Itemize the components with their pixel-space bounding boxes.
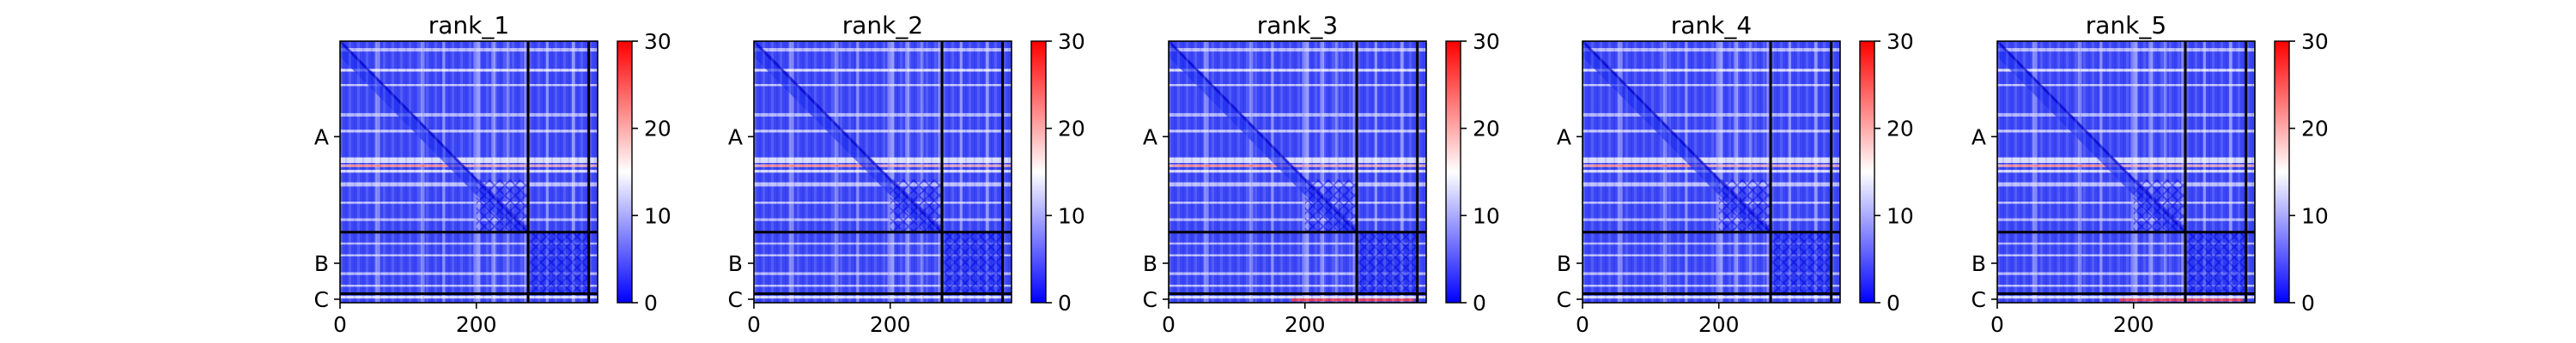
y-tick-label: A xyxy=(1557,124,1571,149)
heatmap-matrix xyxy=(1169,41,1426,303)
panel-title: rank_1 xyxy=(428,11,509,39)
plot-frame xyxy=(1168,40,1427,304)
panel-title: rank_3 xyxy=(1257,11,1338,39)
y-tick-label: B xyxy=(1557,251,1571,276)
panel-title: rank_2 xyxy=(842,11,923,39)
y-tick-label: B xyxy=(314,251,329,276)
y-tick-label: A xyxy=(1971,124,1986,149)
heatmap-matrix xyxy=(1583,41,1840,303)
y-tick-label: B xyxy=(728,251,743,276)
colorbar: 0 10 20 30 xyxy=(1030,29,1085,316)
y-tick-label: C xyxy=(728,287,743,312)
x-tick-label: 0 xyxy=(1162,312,1176,337)
x-tick-label: 200 xyxy=(870,312,911,337)
heatmap-matrix xyxy=(1997,41,2255,303)
colorbar-tick-label: 0 xyxy=(1058,291,1072,316)
plot-frame xyxy=(753,40,1012,304)
colorbar-tick-label: 20 xyxy=(1473,117,1500,141)
y-tick-label: B xyxy=(1143,251,1157,276)
x-tick-label: 0 xyxy=(747,312,761,337)
colorbar-tick-label: 20 xyxy=(1058,117,1085,141)
colorbar: 0 10 20 30 xyxy=(1445,29,1500,316)
colorbar-tick-label: 10 xyxy=(1473,203,1500,228)
colorbar-tick-label: 0 xyxy=(2301,291,2315,316)
colorbar-tick-label: 10 xyxy=(2301,203,2329,228)
colorbar-gradient xyxy=(1859,40,1875,304)
colorbar-tick-label: 10 xyxy=(1886,203,1914,228)
x-tick-label: 0 xyxy=(1576,312,1589,337)
colorbar-gradient xyxy=(2274,40,2290,304)
x-tick-label: 200 xyxy=(1285,312,1326,337)
colorbar-gradient xyxy=(1445,40,1461,304)
y-tick-label: A xyxy=(1143,124,1157,149)
colorbar-tick-label: 0 xyxy=(644,291,658,316)
y-tick-label: C xyxy=(1143,287,1157,312)
plot-frame xyxy=(1582,40,1841,304)
y-tick-label: C xyxy=(1557,287,1571,312)
colorbar-tick-label: 0 xyxy=(1473,291,1486,316)
y-tick-label: B xyxy=(1971,251,1986,276)
colorbar-tick-label: 10 xyxy=(1058,203,1085,228)
colorbar-tick-label: 20 xyxy=(1886,117,1914,141)
x-tick-label: 200 xyxy=(456,312,497,337)
colorbar-gradient xyxy=(1030,40,1047,304)
colorbar-tick-label: 30 xyxy=(1473,29,1500,54)
colorbar-tick-label: 30 xyxy=(644,29,671,54)
x-tick-label: 200 xyxy=(1698,312,1740,337)
colorbar-gradient xyxy=(617,40,633,304)
panel-title: rank_4 xyxy=(1671,11,1752,39)
y-tick-label: A xyxy=(728,124,743,149)
colorbar: 0 10 20 30 xyxy=(1859,29,1914,316)
colorbar-tick-label: 0 xyxy=(1886,291,1900,316)
colorbar-tick-label: 20 xyxy=(644,117,671,141)
panel-title: rank_5 xyxy=(2086,11,2166,39)
y-tick-label: C xyxy=(1971,287,1986,312)
x-tick-label: 0 xyxy=(333,312,347,337)
colorbar-tick-label: 30 xyxy=(1058,29,1085,54)
x-tick-label: 0 xyxy=(1990,312,2004,337)
plot-frame xyxy=(339,40,598,304)
heatmap-matrix xyxy=(340,41,598,303)
plot-frame xyxy=(1996,40,2256,304)
y-tick-label: A xyxy=(314,124,329,149)
x-tick-label: 200 xyxy=(2113,312,2154,337)
y-tick-label: C xyxy=(314,287,329,312)
colorbar-tick-label: 30 xyxy=(1886,29,1914,54)
colorbar: 0 10 20 30 xyxy=(2274,29,2329,316)
colorbar-tick-label: 30 xyxy=(2301,29,2329,54)
colorbar: 0 10 20 30 xyxy=(617,29,671,316)
heatmap-matrix xyxy=(754,41,1012,303)
colorbar-tick-label: 10 xyxy=(644,203,671,228)
colorbar-tick-label: 20 xyxy=(2301,117,2329,141)
